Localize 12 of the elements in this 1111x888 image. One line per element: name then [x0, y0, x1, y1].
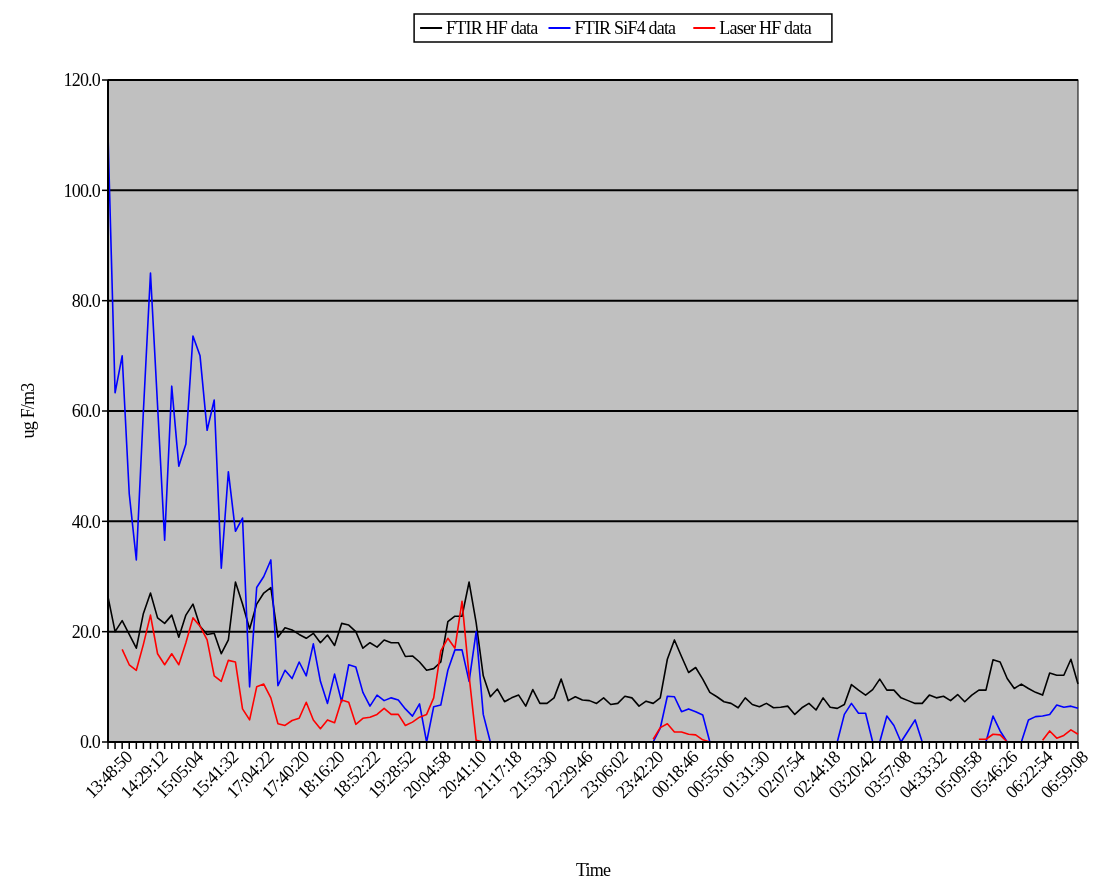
- y-tick-label: 80.0: [71, 290, 101, 311]
- x-axis-title: Time: [575, 860, 611, 880]
- y-tick-label: 100.0: [63, 180, 101, 201]
- legend-label: FTIR HF data: [446, 18, 539, 39]
- y-tick-label: 40.0: [71, 511, 101, 532]
- y-axis-title: ug F/m3: [18, 382, 38, 439]
- legend-label: FTIR SiF4 data: [574, 18, 677, 39]
- y-tick-label: 60.0: [71, 401, 101, 422]
- y-tick-label: 120.0: [63, 70, 101, 91]
- y-tick-label: 0.0: [79, 732, 101, 753]
- legend-label: Laser HF data: [719, 18, 812, 39]
- y-tick-label: 20.0: [71, 621, 101, 642]
